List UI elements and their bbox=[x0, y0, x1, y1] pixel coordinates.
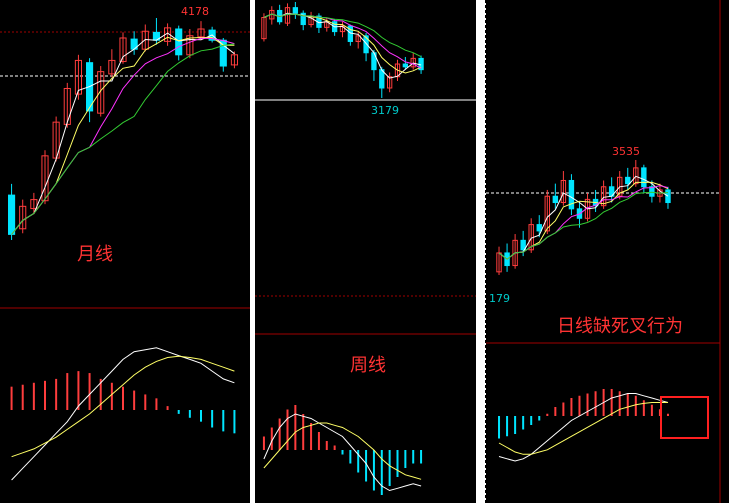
candle-body bbox=[108, 59, 116, 75]
candle-body bbox=[568, 179, 575, 210]
panel-daily: 3535 179 日线缺死叉行为 bbox=[486, 0, 721, 503]
candle-body bbox=[119, 37, 127, 63]
macd-line bbox=[263, 422, 422, 480]
candle-body bbox=[30, 199, 38, 210]
candle-body bbox=[300, 12, 306, 26]
weekly-candles bbox=[261, 2, 424, 98]
candle-body bbox=[649, 186, 655, 197]
death-cross-highlight-box bbox=[660, 396, 709, 439]
candle-body bbox=[536, 224, 542, 232]
daily-candles bbox=[496, 160, 671, 275]
candle-body bbox=[379, 69, 385, 89]
candle-body bbox=[230, 54, 238, 66]
ma-line bbox=[11, 43, 235, 235]
macd-line bbox=[11, 355, 235, 458]
daily-low-label: 179 bbox=[489, 292, 510, 305]
monthly-candles bbox=[8, 18, 238, 240]
candle-body bbox=[8, 194, 16, 235]
candle-body bbox=[74, 59, 82, 95]
daily-macd bbox=[498, 389, 669, 462]
candle-body bbox=[97, 71, 105, 114]
weekly-low-label: 3179 bbox=[371, 104, 399, 117]
candle-body bbox=[63, 87, 71, 125]
weekly-macd bbox=[262, 405, 423, 495]
ma-line bbox=[498, 191, 669, 260]
candle-body bbox=[410, 57, 416, 68]
candle-body bbox=[355, 35, 361, 42]
daily-high-label: 3535 bbox=[612, 145, 640, 158]
ma-line bbox=[263, 12, 422, 79]
candle-body bbox=[197, 28, 205, 38]
candle-body bbox=[544, 195, 551, 232]
candle-body bbox=[552, 195, 559, 204]
monthly-period-label: 月线 bbox=[77, 244, 113, 265]
panel-monthly: 4178 月线 bbox=[0, 5, 250, 481]
monthly-high-label: 4178 bbox=[181, 5, 209, 18]
monthly-macd bbox=[10, 347, 236, 481]
separator-2 bbox=[476, 0, 486, 503]
ma-line bbox=[263, 13, 422, 58]
candle-body bbox=[633, 167, 639, 185]
candle-body bbox=[402, 63, 409, 68]
candle-body bbox=[363, 35, 369, 54]
macd-line bbox=[498, 393, 669, 462]
ma-line bbox=[498, 175, 669, 260]
weekly-period-label: 周线 bbox=[350, 355, 386, 376]
candle-body bbox=[520, 239, 526, 251]
candle-body bbox=[386, 76, 393, 89]
candle-body bbox=[186, 35, 194, 56]
candle-body bbox=[600, 186, 607, 207]
daily-period-label: 日线缺死叉行为 bbox=[557, 316, 683, 337]
candle-body bbox=[641, 167, 647, 188]
candle-body bbox=[292, 7, 299, 14]
macd-line bbox=[263, 413, 422, 492]
candle-body bbox=[625, 176, 631, 185]
candle-body bbox=[19, 205, 27, 230]
macd-line bbox=[498, 402, 668, 455]
panel-weekly: 3179 周线 bbox=[255, 2, 476, 495]
separator-1 bbox=[250, 0, 255, 503]
candle-body bbox=[175, 28, 183, 56]
candle-body bbox=[560, 179, 567, 204]
candle-body bbox=[141, 30, 149, 50]
